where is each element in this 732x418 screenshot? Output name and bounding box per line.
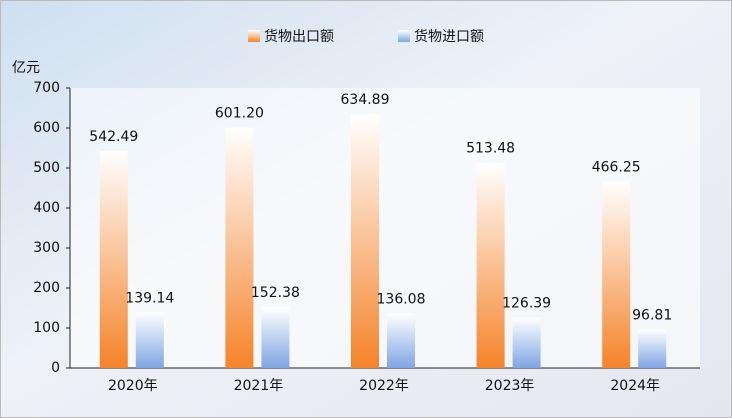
bar [99,151,128,368]
data-label: 513.48 [466,141,515,157]
bar [387,313,415,368]
legend-label: 货物出口额 [264,28,334,45]
data-label: 96.81 [632,307,672,323]
y-tick-label: 100 [33,320,60,336]
legend-swatch [398,30,410,42]
plot-area [70,88,700,368]
bar [351,114,379,368]
bar [135,312,164,368]
data-label: 126.39 [502,295,551,311]
x-tick-label: 2024年 [610,378,660,394]
data-label: 634.89 [341,92,390,108]
data-label: 466.25 [592,160,641,176]
data-label: 601.20 [215,106,264,122]
legend-label: 货物进口额 [414,28,484,45]
legend-swatch [248,30,260,42]
x-tick-label: 2020年 [108,378,158,394]
y-tick-label: 400 [33,200,60,216]
bar [261,307,290,368]
data-label: 136.08 [377,292,426,308]
x-tick-label: 2021年 [234,378,284,394]
y-tick-label: 0 [51,360,60,376]
bar [602,181,631,368]
bar [512,317,541,368]
y-tick-label: 200 [33,280,60,296]
x-tick-label: 2022年 [359,378,409,394]
bar [476,162,505,368]
data-label: 139.14 [125,290,174,306]
data-label: 152.38 [251,285,300,301]
y-tick-label: 700 [33,80,60,96]
y-tick-label: 500 [33,160,60,176]
y-axis-label: 亿元 [12,60,40,76]
x-tick-label: 2023年 [485,378,535,394]
bar [225,127,254,369]
data-label: 542.49 [89,129,138,145]
y-tick-label: 600 [33,120,60,136]
y-tick-label: 300 [33,240,60,256]
bar [638,329,667,368]
